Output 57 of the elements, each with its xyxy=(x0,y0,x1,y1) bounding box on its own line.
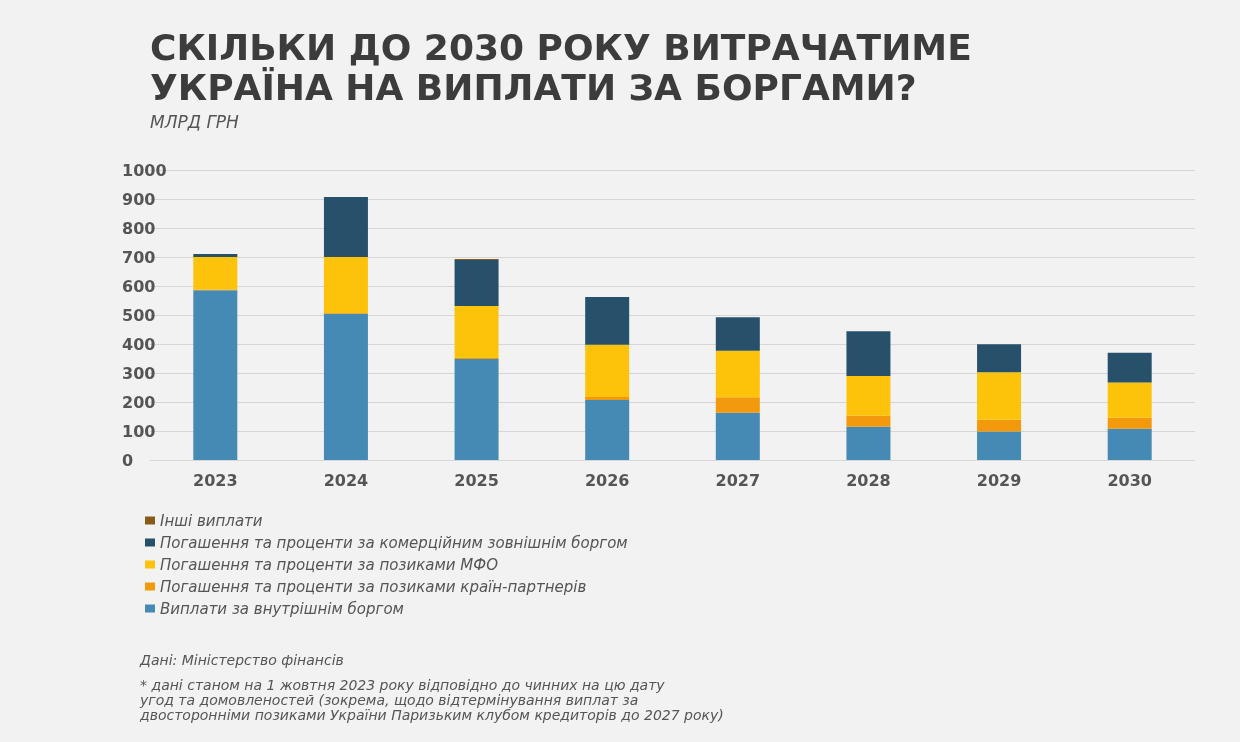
bar xyxy=(977,419,1022,432)
y-tick-label: 400 xyxy=(122,334,156,354)
bar xyxy=(454,359,499,460)
x-tick-label: 2029 xyxy=(976,470,1022,490)
bar xyxy=(846,426,891,460)
bar xyxy=(585,397,630,400)
y-tick-label: 0 xyxy=(122,450,134,470)
y-tick-label: 700 xyxy=(122,247,156,267)
bar xyxy=(1107,352,1152,383)
bar xyxy=(323,257,368,313)
bar xyxy=(977,431,1022,460)
x-tick-label: 2024 xyxy=(323,470,369,490)
bar xyxy=(1107,417,1152,429)
legend-label: Погашення та проценти за позиками країн-партнерів xyxy=(160,577,587,596)
bar xyxy=(323,196,368,257)
bar xyxy=(715,317,760,351)
bar xyxy=(585,399,630,460)
x-tick-label: 2030 xyxy=(1107,470,1152,490)
legend-label: Погашення та проценти за позиками МФО xyxy=(160,555,499,574)
bar xyxy=(454,259,499,307)
chart-title: СКІЛЬКИ ДО 2030 РОКУ ВИТРАЧАТИМЕ УКРАЇНА НА ВИПЛАТИ ЗА БОРГАМИ? xyxy=(150,26,972,108)
legend-label: Виплати за внутрішнім боргом xyxy=(160,599,404,618)
y-tick-label: 500 xyxy=(122,305,156,325)
bar xyxy=(1107,382,1152,418)
x-tick-label: 2027 xyxy=(715,470,761,490)
bar xyxy=(1107,428,1152,460)
y-tick-label: 900 xyxy=(122,189,156,209)
y-tick-label: 300 xyxy=(122,363,156,383)
bar xyxy=(977,344,1022,373)
bar xyxy=(323,313,368,460)
bar xyxy=(715,397,760,413)
x-tick-label: 2025 xyxy=(454,470,499,490)
legend-label: Погашення та проценти за комерційним зовнішнім боргом xyxy=(160,533,628,552)
bar xyxy=(977,372,1022,420)
text: * дані станом на 1 жовтня 2023 року відповідно до чинних на цю дату угод та домовленостей (зокрема, щодо відтермінування виплат за двосторонніми позиками України Паризьким клубом кредиторів до 2027 року) xyxy=(139,676,724,723)
y-tick-label: 600 xyxy=(122,276,156,296)
bar xyxy=(585,297,630,345)
bar xyxy=(193,257,238,290)
bar xyxy=(193,254,238,257)
y-tick-label: 1000 xyxy=(122,160,167,180)
x-tick-label: 2023 xyxy=(193,470,238,490)
bar xyxy=(715,350,760,398)
x-tick-label: 2026 xyxy=(584,470,630,490)
bar xyxy=(585,344,630,398)
y-tick-label: 800 xyxy=(122,218,156,238)
bar xyxy=(846,415,891,427)
bar xyxy=(846,331,891,376)
bar xyxy=(846,375,891,416)
x-tick-label: 2028 xyxy=(846,470,891,490)
text: Дані: Міністерство фінансів xyxy=(139,651,344,668)
bar xyxy=(715,412,760,460)
legend-label: Інші виплати xyxy=(160,511,263,530)
bar xyxy=(454,306,499,358)
bar xyxy=(193,290,238,460)
y-tick-label: 100 xyxy=(122,421,156,441)
chart-subtitle: МЛРД ГРН xyxy=(150,111,240,132)
y-tick-label: 200 xyxy=(122,392,156,412)
